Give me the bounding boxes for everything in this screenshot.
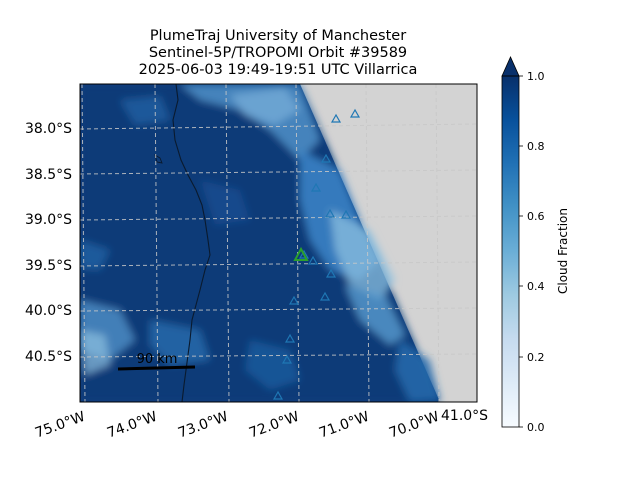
y-tick-label: 39.5°S xyxy=(25,258,72,274)
title-line-3: 2025-06-03 19:49-19:51 UTC Villarrica xyxy=(139,62,418,78)
y-tick-label: 38.0°S xyxy=(25,121,72,137)
colorbar-extend-arrow xyxy=(501,56,520,77)
colorbar-frame xyxy=(501,75,520,428)
volcano-marker xyxy=(288,295,300,305)
x-tick-label: 72.0°W xyxy=(247,409,301,442)
x-tick-label: 74.0°W xyxy=(105,409,159,442)
x-tick-label: 75.0°W xyxy=(33,409,87,442)
volcano-marker xyxy=(284,333,296,343)
volcano-marker xyxy=(324,208,336,218)
coastline xyxy=(172,84,211,402)
x-tick-label: 73.0°W xyxy=(176,409,230,442)
colorbar: 0.0 0.2 0.4 0.6 0.8 1.0 Cloud Fraction xyxy=(501,56,570,434)
volcano-marker xyxy=(330,113,342,123)
volcano-marker xyxy=(340,209,352,219)
volcano-marker xyxy=(325,268,337,278)
title-line-2: Sentinel-5P/TROPOMI Orbit #39589 xyxy=(149,45,407,61)
colorbar-tick-label: 0.8 xyxy=(527,140,545,153)
other-volcanoes xyxy=(272,108,361,400)
scale-bar-label: 90 km xyxy=(137,352,178,367)
volcano-marker xyxy=(281,354,293,364)
y-tick-label: 40.0°S xyxy=(25,303,72,319)
no-data-region xyxy=(300,84,477,402)
colorbar-ticks xyxy=(519,75,523,428)
map-frame xyxy=(79,83,478,403)
volcano-marker xyxy=(272,390,284,400)
colorbar-tick-label: 0.4 xyxy=(527,280,545,293)
x-tick-label: 71.0°W xyxy=(317,409,371,442)
gridlines xyxy=(80,84,477,402)
y-tick-label: 38.5°S xyxy=(25,167,72,183)
x-tick-labels: 75.0°W 74.0°W 73.0°W 72.0°W 71.0°W 70.0°… xyxy=(33,408,488,442)
map-panel xyxy=(80,84,477,402)
colorbar-tick-label: 0.2 xyxy=(527,351,545,364)
y-tick-label: 39.0°S xyxy=(25,212,72,228)
volcano-marker xyxy=(298,249,310,259)
coastline-island xyxy=(154,154,163,164)
volcano-marker xyxy=(307,255,319,265)
x-tick-label: 70.0°W xyxy=(387,409,441,442)
x-tick-label: 41.0°S xyxy=(441,408,488,424)
scale-bar xyxy=(117,365,196,371)
colorbar-body xyxy=(502,76,519,427)
title-line-1: PlumeTraj University of Manchester xyxy=(150,28,406,44)
cloud-field xyxy=(80,84,440,402)
volcano-marker xyxy=(320,153,332,163)
colorbar-tick-label: 0.0 xyxy=(527,421,545,434)
colorbar-tick-label: 0.6 xyxy=(527,210,545,223)
y-tick-labels: 38.0°S 38.5°S 39.0°S 39.5°S 40.0°S 40.5°… xyxy=(25,121,72,365)
volcano-marker xyxy=(319,291,331,301)
colorbar-tick-label: 1.0 xyxy=(527,70,545,83)
villarrica-volcano-marker xyxy=(293,246,309,261)
volcano-marker xyxy=(310,182,322,192)
y-tick-label: 40.5°S xyxy=(25,349,72,365)
volcano-marker xyxy=(349,108,361,118)
colorbar-label: Cloud Fraction xyxy=(556,208,570,294)
